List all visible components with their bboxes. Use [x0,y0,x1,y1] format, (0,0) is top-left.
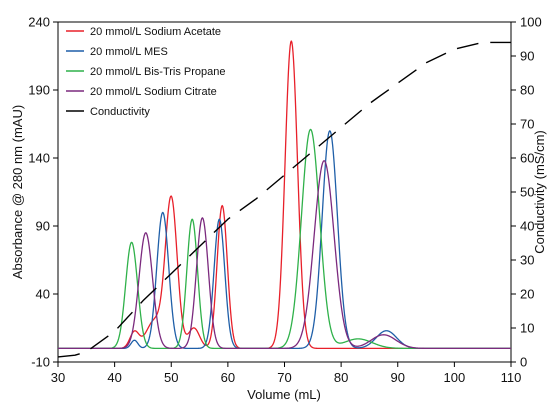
x-tick-label: 40 [107,370,121,385]
right-tick-label: 20 [520,287,534,302]
x-tick-label: 50 [164,370,178,385]
x-tick-label: 90 [391,370,405,385]
y-right-axis-title: Conductivity (mS/cm) [532,130,547,254]
right-tick-label: 90 [520,49,534,64]
x-tick-label: 60 [221,370,235,385]
right-tick-label: 0 [520,355,527,370]
left-tick-label: 190 [28,83,50,98]
left-axis-ticks: -10 40 90 140 190 240 [28,15,58,370]
right-tick-label: 30 [520,253,534,268]
x-tick-label: 100 [444,370,466,385]
legend-label: 20 mmol/L Sodium Acetate [90,26,221,38]
right-tick-label: 10 [520,321,534,336]
x-axis-ticks: 30 40 50 60 70 80 90 100 110 [51,362,522,385]
x-axis-title: Volume (mL) [247,387,321,402]
legend-label: 20 mmol/L MES [90,46,168,58]
x-tick-label: 110 [501,370,522,385]
y-left-axis-title: Absorbance @ 280 nm (mAU) [10,105,25,279]
series-layer [57,40,512,358]
series-line-conductivity [57,41,511,358]
right-tick-label: 60 [520,151,534,166]
legend-label: 20 mmol/L Bis-Tris Propane [90,66,226,78]
right-tick-label: 50 [520,185,534,200]
right-tick-label: 40 [520,219,534,234]
legend: 20 mmol/L Sodium Acetate 20 mmol/L MES 20 … [66,26,226,118]
left-tick-label: 240 [28,15,50,30]
x-tick-label: 30 [51,370,65,385]
right-tick-label: 80 [520,83,534,98]
series-line-20-mmol-l-sodium-citrate [57,160,512,350]
right-axis-ticks: 0 10 20 30 40 50 60 70 80 90 100 [511,15,542,370]
x-tick-label: 80 [334,370,348,385]
left-tick-label: 140 [28,151,50,166]
legend-label: 20 mmol/L Sodium Citrate [90,86,217,98]
left-tick-label: 90 [36,219,50,234]
legend-label: Conductivity [90,106,150,118]
x-tick-label: 70 [277,370,291,385]
right-tick-label: 70 [520,117,534,132]
left-tick-label: 40 [36,287,50,302]
left-tick-label: -10 [31,355,50,370]
right-tick-label: 100 [520,15,542,30]
